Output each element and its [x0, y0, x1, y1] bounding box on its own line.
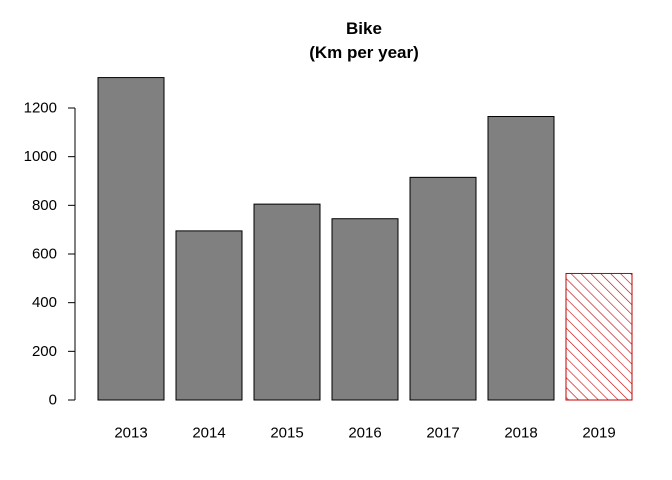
chart-title-line-1: Bike [346, 19, 382, 38]
bar-2018 [487, 116, 555, 401]
chart-title-line-2: (Km per year) [309, 43, 419, 62]
bar-2014 [175, 230, 243, 401]
bar-2017 [409, 176, 477, 401]
x-tick-label: 2015 [270, 425, 303, 442]
bar-2019-hatch [566, 273, 632, 400]
y-tick-label: 600 [32, 246, 57, 263]
x-axis-labels: 2013 2014 2015 2016 2017 2018 2019 [114, 425, 615, 442]
bar-2013 [97, 77, 165, 401]
x-tick-label: 2017 [426, 425, 459, 442]
x-tick-label: 2016 [348, 425, 381, 442]
bar-2019 [565, 272, 633, 401]
x-tick-label: 2019 [582, 425, 615, 442]
y-axis: 0 200 400 600 800 1000 1200 [24, 100, 76, 409]
y-tick-label: 400 [32, 294, 57, 311]
y-tick-label: 1200 [24, 100, 57, 117]
x-tick-label: 2018 [504, 425, 537, 442]
bars-group [97, 77, 633, 401]
bar-2016 [331, 218, 399, 401]
y-tick-label: 200 [32, 343, 57, 360]
x-tick-label: 2013 [114, 425, 147, 442]
y-tick-label: 0 [49, 392, 57, 409]
y-tick-label: 800 [32, 197, 57, 214]
x-tick-label: 2014 [192, 425, 225, 442]
bar-2015 [253, 203, 321, 401]
y-tick-label: 1000 [24, 148, 57, 165]
